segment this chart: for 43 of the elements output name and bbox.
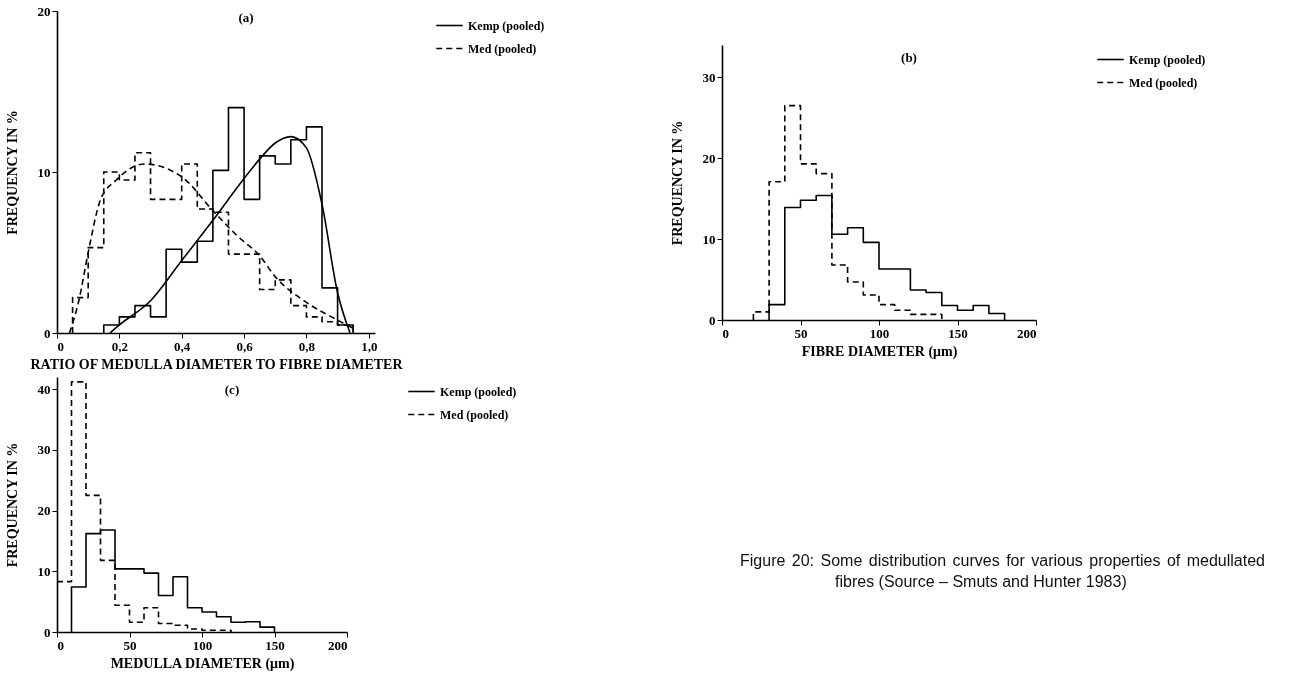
y-tick-label: 30 xyxy=(37,442,51,458)
y-axis-title: FREQUENCY IN % xyxy=(669,120,685,246)
x-tick-label: 1,0 xyxy=(361,338,378,354)
x-tick-label: 0 xyxy=(57,637,64,653)
x-tick-label: 0,8 xyxy=(298,338,316,354)
caption: Figure 20: Some distribution curves for various properties of medullated fibres (Source – Smuts and Hunter 1983) xyxy=(740,551,1265,592)
x-tick-label: 0,2 xyxy=(111,338,128,354)
chart-title: (b) xyxy=(901,50,917,65)
legend-label: Kemp (pooled) xyxy=(1129,52,1206,67)
legend-label: Med (pooled) xyxy=(468,41,537,56)
x-tick-label: 0 xyxy=(722,325,729,341)
x-tick-label: 100 xyxy=(869,325,890,341)
x-axis-title: RATIO OF MEDULLA DIAMETER TO FIBRE DIAMETER xyxy=(30,356,404,372)
chart-title: (c) xyxy=(224,382,240,397)
y-tick-label: 20 xyxy=(37,503,51,519)
y-axis-title: FREQUENCY IN % xyxy=(4,110,20,235)
y-tick-label: 0 xyxy=(709,312,716,328)
y-tick-label: 10 xyxy=(37,164,51,180)
legend-label: Kemp (pooled) xyxy=(440,384,517,399)
x-tick-label: 100 xyxy=(192,637,213,653)
x-tick-label: 200 xyxy=(328,637,348,653)
legend-label: Kemp (pooled) xyxy=(468,18,545,33)
x-tick-label: 0,4 xyxy=(174,338,191,354)
x-tick-label: 0,6 xyxy=(236,338,254,354)
y-tick-label: 10 xyxy=(702,231,716,247)
chart-title: (a) xyxy=(238,10,254,25)
y-axis-title: FREQUENCY IN % xyxy=(4,442,20,568)
x-axis-title: MEDULLA DIAMETER (μm) xyxy=(110,655,295,672)
x-tick-label: 200 xyxy=(1017,325,1037,341)
x-tick-label: 150 xyxy=(265,637,285,653)
x-tick-label: 50 xyxy=(794,325,808,341)
y-tick-label: 20 xyxy=(702,150,716,166)
x-tick-label: 0 xyxy=(57,338,64,354)
y-tick-label: 0 xyxy=(44,624,51,640)
y-tick-label: 20 xyxy=(37,3,51,19)
legend-label: Med (pooled) xyxy=(1129,75,1198,90)
y-tick-label: 10 xyxy=(37,563,51,579)
x-tick-label: 50 xyxy=(123,637,137,653)
x-axis-title: FIBRE DIAMETER (μm) xyxy=(801,343,958,360)
x-tick-label: 150 xyxy=(948,325,968,341)
legend-label: Med (pooled) xyxy=(440,407,509,422)
y-tick-label: 30 xyxy=(702,69,716,85)
y-tick-label: 40 xyxy=(37,381,51,397)
